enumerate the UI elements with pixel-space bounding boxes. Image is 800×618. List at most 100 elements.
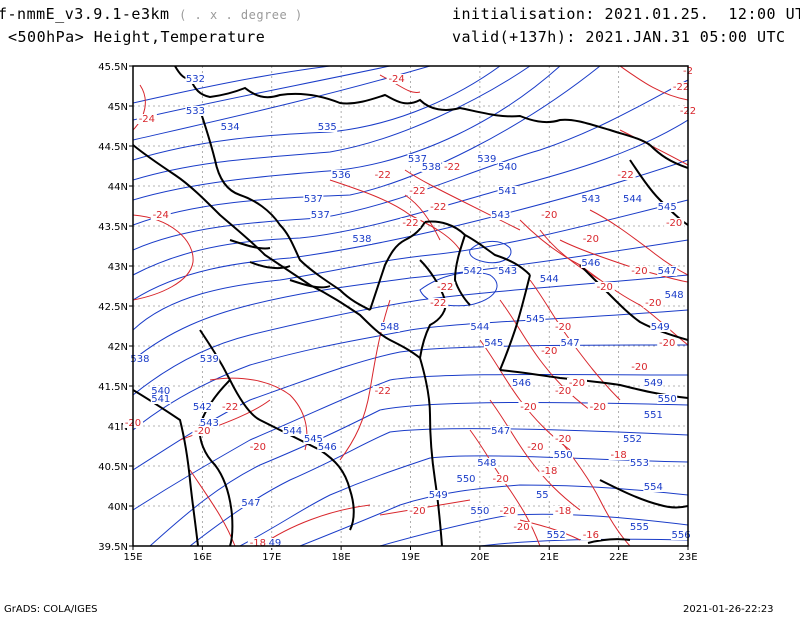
height-contour-label-bg <box>331 170 352 180</box>
height-contour-label: 539 <box>477 154 496 165</box>
temperature-contour-label-bg <box>553 386 574 396</box>
temperature-contour-label: -20 <box>645 298 661 309</box>
height-contour-label-bg <box>657 266 678 276</box>
temperature-contour-label: -24 <box>153 210 169 221</box>
height-contour-label: 549 <box>644 378 663 389</box>
temperature-contour-label: -20 <box>631 266 647 277</box>
height-contour-label-bg <box>421 162 442 172</box>
height-contour-label: 541 <box>151 394 170 405</box>
temperature-contour-label-bg <box>615 170 636 180</box>
height-contour-label: 550 <box>554 450 573 461</box>
map-axes: 15E 16E 17E 18E 19E 20E 21E 22E 23E 39.5N 40N 40.5N… <box>98 62 697 563</box>
height-contour-label-bg <box>351 234 372 244</box>
map-grid <box>133 66 688 546</box>
lon-tick-label: 18E <box>332 552 351 563</box>
height-contour-label-bg <box>407 154 428 164</box>
temperature-contour-label-bg <box>594 282 615 292</box>
temperature-contour-label-bg <box>629 362 650 372</box>
temperature-contour-label: -22 <box>673 82 689 93</box>
height-contour-label-bg <box>317 442 338 452</box>
height-contour-label: 550 <box>470 506 489 517</box>
temperature-contour-label: -20 <box>555 434 571 445</box>
height-contour-label-bg <box>476 458 497 468</box>
height-contour-label: 535 <box>318 122 337 133</box>
height-contour-label: 537 <box>408 154 427 165</box>
height-contour-label: 544 <box>623 194 642 205</box>
temperature-contour-label-bg <box>428 202 449 212</box>
temperature-contour-label: -20 <box>555 386 571 397</box>
height-contour-label: 548 <box>477 458 496 469</box>
temperature-contour-label-bg <box>553 434 574 444</box>
temperature-contour-label: -20 <box>590 402 606 413</box>
temperature-contour-label-bg <box>136 114 157 124</box>
height-contour-label-bg <box>546 530 567 540</box>
height-contour-label: 533 <box>186 106 205 117</box>
height-contour-label: 547 <box>241 498 260 509</box>
height-contour-label: 546 <box>581 258 600 269</box>
height-contour-label: 532 <box>186 74 205 85</box>
temperature-contour-label: -20 <box>194 426 210 437</box>
map-frame <box>132 65 689 547</box>
temperature-contour-label: -18 <box>250 538 266 549</box>
temperature-contour-label-bg <box>629 266 650 276</box>
height-contour-label-bg <box>671 530 692 540</box>
temperature-contour-label-bg <box>407 506 428 516</box>
height-contour-label: 546 <box>318 442 337 453</box>
credit-label: GrADS: COLA/IGES <box>4 604 98 615</box>
temperature-contour-label-bg <box>539 210 560 220</box>
height-contour-label: 540 <box>151 386 170 397</box>
temperature-contour-label: -20 <box>583 234 599 245</box>
height-contour-label-bg <box>580 258 601 268</box>
temperature-contour-label-bg <box>497 506 518 516</box>
temperature-contour-label: -20 <box>513 522 529 533</box>
height-contour-label: 552 <box>547 530 566 541</box>
temperature-contour-label: -20 <box>555 322 571 333</box>
height-contour-label: 556 <box>672 530 691 541</box>
height-contour-label-bg <box>282 426 303 436</box>
height-contour-label-bg <box>261 538 282 548</box>
height-contour-label-bg <box>490 210 511 220</box>
temperature-contour-label-bg <box>490 474 511 484</box>
height-contour-label: 55 <box>536 490 549 501</box>
temperature-contour-label-bg <box>435 282 456 292</box>
temperature-contour-label-bg <box>553 322 574 332</box>
height-contour-label: 542 <box>463 266 482 277</box>
temperature-contour-label-bg <box>539 466 560 476</box>
temperature-contour-label: -18 <box>610 450 626 461</box>
temperature-contour-label-bg <box>428 298 449 308</box>
height-contour-label: 552 <box>623 434 642 445</box>
temperature-contour-label: -20 <box>250 442 266 453</box>
height-contour-label-bg <box>622 434 643 444</box>
temperature-contour-label-bg <box>372 170 393 180</box>
valid-time: valid(+137h): 2021.JAN.31 05:00 UTC <box>452 28 786 46</box>
temperature-contour-label-bg <box>580 234 601 244</box>
height-contour-label: 547 <box>658 266 677 277</box>
temperature-contour-label: -24 <box>388 74 404 85</box>
lat-tick-label: 39.5N <box>98 542 128 553</box>
height-contour-label: 546 <box>512 378 531 389</box>
lat-tick-label: 41N <box>108 422 128 433</box>
lat-tick-label: 45N <box>108 102 128 113</box>
height-contour-label-bg <box>303 434 324 444</box>
temperature-contour-label-bg <box>386 74 407 84</box>
temperature-contour-label-bg <box>247 442 268 452</box>
height-contour-label: 555 <box>630 522 649 533</box>
temperature-contour-label-bg <box>608 450 629 460</box>
height-contour-label: 543 <box>200 418 219 429</box>
temperature-contour-label: -22 <box>375 170 391 181</box>
lon-tick-label: 21E <box>540 552 559 563</box>
temperature-contour-label-bg <box>407 186 428 196</box>
height-contour-label: 550 <box>456 474 475 485</box>
height-contour-label: 548 <box>380 322 399 333</box>
height-contour-label: 540 <box>498 162 517 173</box>
height-contour-label-bg <box>532 490 553 500</box>
height-contour-label-bg <box>469 322 490 332</box>
height-contour-label-bg <box>310 210 331 220</box>
height-contour-label-bg <box>476 154 497 164</box>
temperature-contour-label: -22 <box>437 282 453 293</box>
height-contour-label: 538 <box>130 354 149 365</box>
height-contour-label-bg <box>303 194 324 204</box>
height-contour-label-bg <box>664 290 685 300</box>
height-contour-label: 539 <box>200 354 219 365</box>
